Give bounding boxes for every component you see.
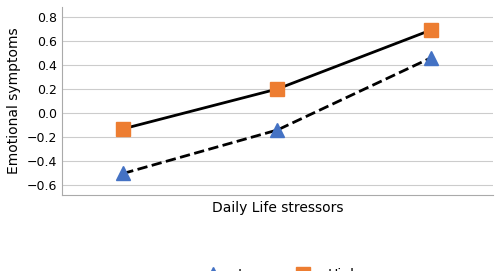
Legend: Low, High: Low, High xyxy=(190,262,364,271)
X-axis label: Daily Life stressors: Daily Life stressors xyxy=(212,201,343,215)
Y-axis label: Emotional symptoms: Emotional symptoms xyxy=(7,28,21,174)
